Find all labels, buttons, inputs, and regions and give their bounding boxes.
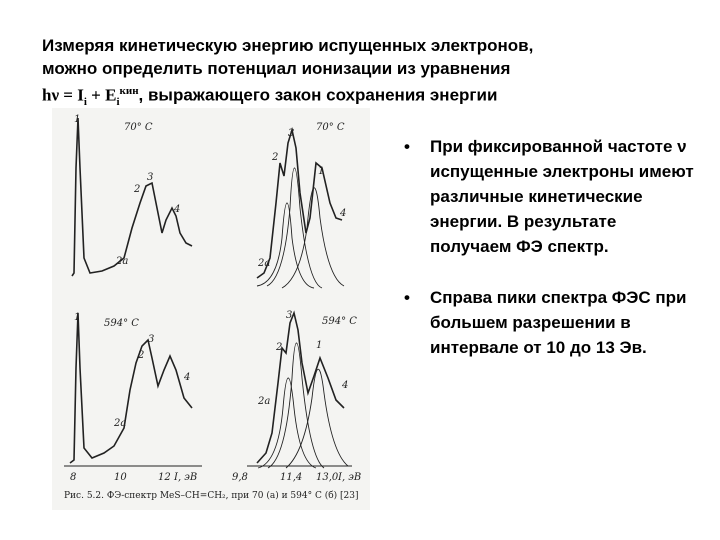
- title-line: hν = Ii + Eiкин, выражающего закон сохра…: [42, 80, 702, 114]
- formula-sub: i: [83, 96, 87, 109]
- spectrum-curve: [256, 126, 343, 279]
- bullet-item: При фиксированной частоте ν испущенные э…: [398, 134, 698, 259]
- temperature-label: 594° C: [322, 316, 357, 327]
- peak-label: 2a: [257, 258, 270, 269]
- figure-bg: [52, 108, 370, 510]
- peak-label: 2: [275, 342, 282, 353]
- x-axis-unit: I, эВ: [173, 472, 197, 483]
- component-curve: [281, 187, 345, 289]
- title-line: Измеряя кинетическую энергию испущенных …: [42, 36, 534, 55]
- peak-label: 4: [173, 204, 180, 215]
- formula: + E: [86, 85, 117, 105]
- x-tick-label: 8: [70, 472, 76, 483]
- component-curve: [257, 377, 317, 469]
- component-curve: [266, 167, 323, 289]
- spectrum-curve: [69, 312, 193, 464]
- temperature-label: 70° C: [124, 122, 153, 133]
- peak-label: 1: [316, 340, 322, 351]
- spectrum-curve: [256, 310, 345, 464]
- peak-label: 4: [341, 380, 348, 391]
- x-tick-label: 11,4: [280, 472, 302, 483]
- peak-label: 2a: [113, 418, 126, 429]
- peak-label: 3: [286, 310, 292, 321]
- temperature-label: 594° C: [104, 318, 139, 329]
- peak-label: 4: [183, 372, 190, 383]
- bullet-item: Справа пики спектра ФЭС при большем разр…: [398, 285, 698, 360]
- temperature-label: 70° C: [316, 122, 345, 133]
- x-tick-label: 9,8: [232, 472, 248, 483]
- title-text: , выражающего закон сохранения энергии: [138, 85, 498, 105]
- slide-title: Измеряя кинетическую энергию испущенных …: [42, 34, 702, 114]
- formula-sub: i: [116, 96, 120, 109]
- bullet-list: При фиксированной частоте ν испущенные э…: [398, 134, 698, 386]
- peak-label: 2: [137, 350, 144, 361]
- peak-label: 2a: [115, 256, 128, 267]
- formula: hν = I: [42, 85, 84, 105]
- peak-label: 2a: [257, 396, 270, 407]
- peak-label: 1: [74, 114, 80, 125]
- peak-label: 2: [271, 152, 278, 163]
- component-curve: [267, 342, 325, 469]
- peak-label: 1: [318, 166, 324, 177]
- peak-label: 4: [339, 208, 346, 219]
- spectrum-curve: [71, 117, 193, 277]
- component-curve: [256, 202, 315, 289]
- x-tick-label: 13,0: [316, 472, 339, 483]
- peak-label: 3: [148, 334, 154, 345]
- peak-label: 3: [288, 128, 294, 139]
- peak-label: 3: [147, 172, 153, 183]
- x-axis-unit: I, эВ: [337, 472, 361, 483]
- formula-sup: кин: [119, 85, 139, 97]
- figure-caption: Рис. 5.2. ФЭ-спектр MeS–CH=CH₂, при 70 (…: [64, 490, 359, 501]
- peak-label: 1: [74, 312, 80, 323]
- component-curve: [285, 368, 349, 469]
- x-tick-label: 12: [158, 472, 171, 483]
- x-tick-label: 10: [114, 472, 127, 483]
- title-line: можно определить потенциал ионизации из …: [42, 59, 511, 78]
- figure: 1 70° C 3 2 4 2a 3 70° C 2 1 4 2a 1 594°…: [52, 108, 370, 510]
- peak-label: 2: [133, 184, 140, 195]
